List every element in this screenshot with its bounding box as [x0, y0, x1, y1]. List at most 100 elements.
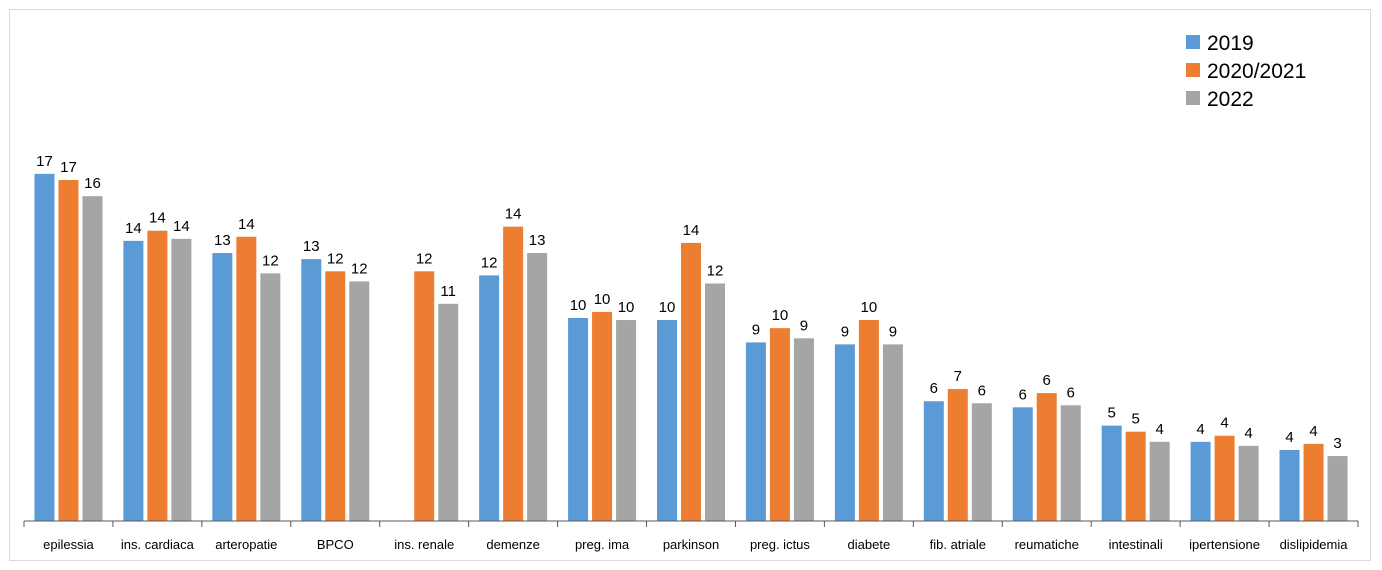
bar-demenze-2022	[527, 253, 548, 522]
bar-arteropatie-2022	[260, 273, 281, 521]
data-label: 17	[60, 159, 77, 176]
data-label: 14	[125, 220, 142, 237]
x-tick-label: parkinson	[663, 537, 719, 552]
data-label: 7	[954, 368, 962, 385]
data-label: 9	[752, 321, 760, 338]
x-tick-label: diabete	[848, 537, 891, 552]
x-tick-label: epilessia	[43, 537, 94, 552]
legend-swatch	[1186, 63, 1200, 77]
bar-bpco-2019	[301, 259, 322, 521]
bar-preg-ictus-2019	[745, 342, 766, 521]
data-label: 14	[149, 210, 166, 227]
x-tick-label: ins. renale	[394, 537, 454, 552]
bar-fib-atriale-2020-2021	[947, 389, 968, 521]
bar-reumatiche-2022	[1060, 405, 1081, 521]
data-label: 12	[262, 252, 279, 269]
bar-ins-cardiaca-2020-2021	[147, 230, 168, 521]
x-tick-label: dislipidemia	[1280, 537, 1349, 552]
x-tick-label: preg. ima	[575, 537, 630, 552]
data-label: 9	[800, 317, 808, 334]
data-label: 6	[978, 382, 986, 399]
bar-diabete-2020-2021	[858, 320, 879, 521]
data-label: 13	[214, 232, 231, 249]
bar-ins-cardiaca-2022	[171, 238, 192, 521]
data-label: 14	[505, 206, 522, 223]
bar-preg-ictus-2020-2021	[769, 328, 790, 521]
data-label: 12	[416, 250, 433, 267]
x-tick-label: ins. cardiaca	[121, 537, 195, 552]
data-label: 5	[1107, 405, 1115, 422]
bar-arteropatie-2019	[212, 253, 233, 522]
data-label: 6	[1043, 372, 1051, 389]
legend-entry: 2019	[1207, 32, 1254, 55]
bar-preg-ictus-2022	[793, 338, 814, 521]
data-label: 9	[889, 323, 897, 340]
data-label: 4	[1309, 423, 1317, 440]
x-tick-label: reumatiche	[1015, 537, 1079, 552]
data-label: 6	[1019, 386, 1027, 403]
bar-demenze-2019	[479, 275, 500, 521]
bar-parkinson-2022	[705, 283, 725, 521]
bar-fib-atriale-2022	[971, 403, 992, 521]
data-label: 6	[1067, 384, 1075, 401]
data-label: 12	[707, 262, 724, 279]
bar-dislipidemia-2020-2021	[1303, 443, 1324, 521]
bar-diabete-2019	[834, 344, 855, 521]
bar-preg-ima-2020-2021	[592, 311, 613, 521]
bar-epilessia-2022	[82, 196, 103, 521]
data-label: 3	[1333, 435, 1341, 452]
data-label: 14	[238, 216, 255, 233]
data-label: 12	[327, 250, 344, 267]
data-label: 13	[303, 238, 320, 255]
data-label: 11	[440, 283, 456, 300]
data-label: 4	[1155, 421, 1163, 438]
x-tick-label: BPCO	[317, 537, 354, 552]
bar-reumatiche-2020-2021	[1036, 393, 1057, 521]
data-label: 12	[351, 260, 368, 277]
legend: 2019 2020/2021 2022	[1186, 32, 1306, 111]
bars-group	[34, 173, 1348, 522]
data-label: 10	[772, 307, 789, 324]
data-label: 10	[861, 299, 878, 316]
bar-ins-renale-2020-2021	[414, 271, 435, 521]
data-label: 6	[930, 380, 938, 397]
bar-bpco-2020-2021	[325, 271, 346, 521]
bar-dislipidemia-2019	[1279, 449, 1300, 521]
data-label: 4	[1244, 425, 1252, 442]
data-label: 10	[659, 299, 676, 316]
legend-entry: 2022	[1207, 88, 1254, 111]
data-label: 13	[529, 232, 546, 249]
bar-intestinali-2019	[1101, 425, 1122, 521]
bar-diabete-2022	[882, 344, 903, 521]
legend-entry: 2020/2021	[1207, 60, 1306, 83]
data-label: 12	[481, 254, 498, 271]
data-label: 16	[84, 175, 101, 192]
data-label: 10	[570, 297, 587, 314]
x-tick-label: preg. ictus	[750, 537, 810, 552]
data-label: 17	[36, 153, 53, 170]
bar-intestinali-2020-2021	[1125, 431, 1146, 521]
data-label: 4	[1220, 415, 1228, 432]
bar-intestinali-2022	[1149, 441, 1170, 521]
x-axis: epilessia ins. cardiaca arteropatie BPCO ins…	[23, 520, 1359, 552]
legend-swatch	[1186, 35, 1200, 49]
bar-parkinson-2019	[657, 320, 677, 521]
x-tick-label: demenze	[486, 537, 539, 552]
bar-ins-renale-2022	[438, 303, 459, 521]
bar-fib-atriale-2019	[923, 401, 944, 521]
data-label: 5	[1131, 411, 1139, 428]
bar-ins-cardiaca-2019	[123, 240, 144, 522]
bar-preg-ima-2022	[616, 320, 637, 521]
bar-dislipidemia-2022	[1327, 456, 1348, 521]
bar-epilessia-2019	[34, 173, 55, 521]
x-tick-label: fib. atriale	[930, 537, 986, 552]
data-label: 10	[618, 299, 635, 316]
data-label: 14	[173, 218, 190, 235]
data-label: 10	[594, 291, 611, 308]
data-label: 4	[1285, 429, 1293, 446]
bar-demenze-2020-2021	[503, 226, 524, 521]
data-label: 14	[683, 222, 700, 239]
x-tick-label: ipertensione	[1189, 537, 1260, 552]
bar-epilessia-2020-2021	[58, 179, 79, 521]
